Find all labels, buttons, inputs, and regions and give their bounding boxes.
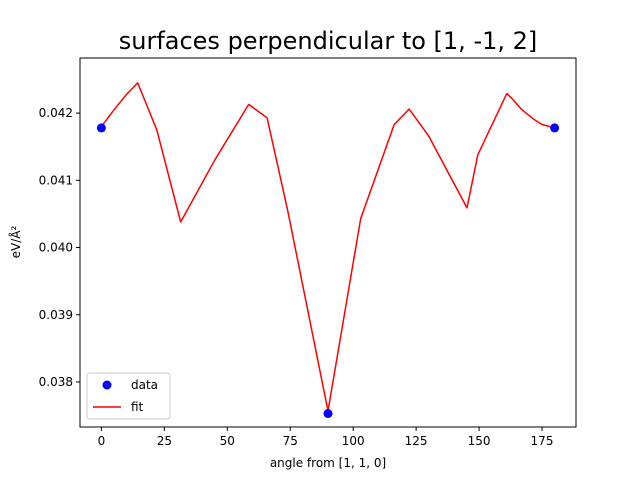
y-tick-label: 0.038 bbox=[39, 375, 73, 389]
legend-data-label: data bbox=[131, 378, 158, 392]
x-tick-label: 0 bbox=[98, 434, 106, 448]
x-tick-label: 125 bbox=[405, 434, 428, 448]
x-tick-label: 175 bbox=[531, 434, 554, 448]
y-tick-label: 0.041 bbox=[39, 173, 73, 187]
x-tick-label: 50 bbox=[220, 434, 235, 448]
x-tick-label: 150 bbox=[468, 434, 491, 448]
legend-fit-label: fit bbox=[131, 400, 144, 414]
y-tick-label: 0.040 bbox=[39, 241, 73, 255]
chart-title: surfaces perpendicular to [1, -1, 2] bbox=[119, 27, 538, 55]
data-point bbox=[550, 123, 560, 133]
y-tick-label: 0.042 bbox=[39, 106, 73, 120]
y-tick-label: 0.039 bbox=[39, 308, 73, 322]
fit-line bbox=[100, 82, 555, 412]
plot-frame bbox=[79, 57, 577, 428]
x-tick-label: 100 bbox=[342, 434, 365, 448]
legend-data-marker bbox=[102, 380, 112, 390]
x-tick-label: 25 bbox=[157, 434, 172, 448]
legend: data fit bbox=[86, 372, 171, 420]
data-point bbox=[323, 409, 333, 419]
data-point bbox=[96, 123, 106, 133]
y-axis-label: eV/Å² bbox=[8, 225, 23, 258]
x-tick-label: 75 bbox=[283, 434, 298, 448]
x-axis-label: angle from [1, 1, 0] bbox=[270, 456, 386, 470]
